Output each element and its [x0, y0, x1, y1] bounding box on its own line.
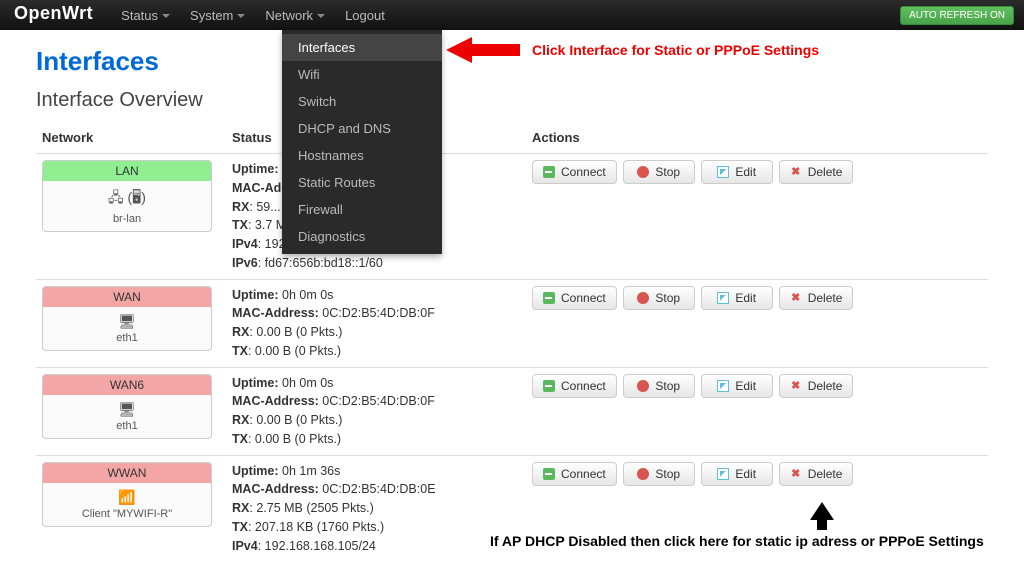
interface-icon: 🖥	[43, 395, 211, 420]
interface-status: Uptime: 0h 1m 36sMAC-Address: 0C:D2:B5:4…	[232, 462, 520, 556]
auto-refresh-button[interactable]: AUTO REFRESH ON	[900, 6, 1014, 25]
edit-icon	[717, 166, 729, 178]
interface-device: br-lan	[43, 213, 211, 225]
connect-icon	[543, 292, 555, 304]
col-network: Network	[36, 122, 226, 154]
interface-device: Client "MYWIFI-R"	[43, 508, 211, 520]
connect-icon	[543, 380, 555, 392]
interface-icon: 🖥	[43, 307, 211, 332]
connect-button[interactable]: Connect	[532, 374, 617, 398]
table-row: LAN🖧 (🖥)br-lanUptime: 0h 2m 13sMAC-Addre…	[36, 154, 988, 280]
edit-button[interactable]: Edit	[701, 374, 773, 398]
connect-button[interactable]: Connect	[532, 462, 617, 486]
edit-icon	[717, 468, 729, 480]
connect-button[interactable]: Connect	[532, 160, 617, 184]
edit-icon	[717, 292, 729, 304]
interface-icon: 📶	[43, 483, 211, 508]
delete-icon: ✖	[790, 166, 802, 178]
dropdown-item-interfaces[interactable]: Interfaces	[282, 34, 442, 61]
nav-logout[interactable]: Logout	[335, 8, 395, 23]
stop-icon	[637, 166, 649, 178]
interface-status: Uptime: 0h 0m 0sMAC-Address: 0C:D2:B5:4D…	[232, 374, 520, 449]
interface-box: WWAN📶Client "MYWIFI-R"	[42, 462, 212, 527]
edit-icon	[717, 380, 729, 392]
interface-status: Uptime: 0h 0m 0sMAC-Address: 0C:D2:B5:4D…	[232, 286, 520, 361]
interface-name: WAN	[43, 287, 211, 307]
stop-button[interactable]: Stop	[623, 462, 695, 486]
delete-icon: ✖	[790, 292, 802, 304]
top-navbar: OpenWrt Status System Network Logout AUT…	[0, 0, 1024, 30]
stop-button[interactable]: Stop	[623, 160, 695, 184]
interfaces-table: Network Status Actions LAN🖧 (🖥)br-lanUpt…	[36, 122, 988, 561]
nav-network[interactable]: Network	[255, 8, 335, 23]
connect-button[interactable]: Connect	[532, 286, 617, 310]
stop-button[interactable]: Stop	[623, 286, 695, 310]
table-row: WAN6🖥eth1 Uptime: 0h 0m 0sMAC-Address: 0C…	[36, 367, 988, 455]
stop-icon	[637, 380, 649, 392]
interface-box: WAN6🖥eth1	[42, 374, 212, 439]
dropdown-item-diagnostics[interactable]: Diagnostics	[282, 223, 442, 250]
page-subtitle: Interface Overview	[36, 89, 988, 112]
interface-box: LAN🖧 (🖥)br-lan	[42, 160, 212, 232]
edit-button[interactable]: Edit	[701, 286, 773, 310]
interface-device: eth1	[43, 420, 211, 432]
delete-icon: ✖	[790, 468, 802, 480]
arrow-up-icon	[810, 502, 834, 520]
dropdown-item-firewall[interactable]: Firewall	[282, 196, 442, 223]
delete-button[interactable]: ✖Delete	[779, 374, 854, 398]
brand: OpenWrt	[10, 3, 111, 28]
connect-icon	[543, 468, 555, 480]
stop-icon	[637, 292, 649, 304]
dropdown-item-wifi[interactable]: Wifi	[282, 61, 442, 88]
dropdown-item-switch[interactable]: Switch	[282, 88, 442, 115]
arrow-left-icon	[446, 37, 472, 63]
nav-status[interactable]: Status	[111, 8, 180, 23]
interface-device: eth1	[43, 332, 211, 344]
stop-button[interactable]: Stop	[623, 374, 695, 398]
annotation-red: Click Interface for Static or PPPoE Sett…	[446, 37, 819, 63]
delete-button[interactable]: ✖Delete	[779, 160, 854, 184]
edit-button[interactable]: Edit	[701, 160, 773, 184]
nav-system[interactable]: System	[180, 8, 255, 23]
network-dropdown: InterfacesWifiSwitchDHCP and DNSHostname…	[282, 30, 442, 254]
table-row: WAN🖥eth1 Uptime: 0h 0m 0sMAC-Address: 0C:…	[36, 279, 988, 367]
interface-icon: 🖧 (🖥)	[43, 181, 211, 213]
col-actions: Actions	[526, 122, 988, 154]
interface-name: WAN6	[43, 375, 211, 395]
dropdown-item-hostnames[interactable]: Hostnames	[282, 142, 442, 169]
dropdown-item-static-routes[interactable]: Static Routes	[282, 169, 442, 196]
interface-name: WWAN	[43, 463, 211, 483]
interface-name: LAN	[43, 161, 211, 181]
delete-button[interactable]: ✖Delete	[779, 462, 854, 486]
dropdown-item-dhcp-and-dns[interactable]: DHCP and DNS	[282, 115, 442, 142]
edit-button[interactable]: Edit	[701, 462, 773, 486]
delete-icon: ✖	[790, 380, 802, 392]
annotation-black: If AP DHCP Disabled then click here for …	[490, 511, 1010, 549]
delete-button[interactable]: ✖Delete	[779, 286, 854, 310]
stop-icon	[637, 468, 649, 480]
connect-icon	[543, 166, 555, 178]
interface-box: WAN🖥eth1	[42, 286, 212, 351]
